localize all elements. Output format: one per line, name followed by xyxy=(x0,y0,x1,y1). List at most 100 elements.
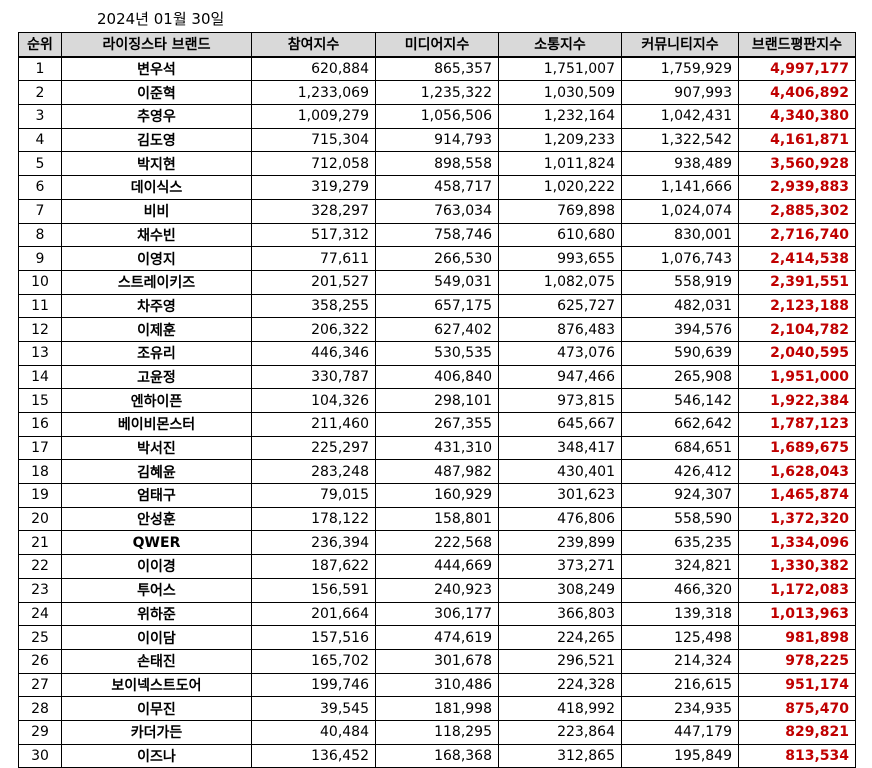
cell-media-index: 865,357 xyxy=(375,56,499,82)
cell-brand: 카더가든 xyxy=(61,719,252,745)
cell-community-index: 466,320 xyxy=(621,577,739,603)
cell-community-index: 216,615 xyxy=(621,672,739,698)
cell-participation-index: 187,622 xyxy=(251,554,376,579)
cell-media-index: 487,982 xyxy=(375,459,499,485)
cell-rank: 13 xyxy=(18,340,62,366)
cell-brand-reputation-index: 3,560,928 xyxy=(738,151,856,177)
cell-communication-index: 223,864 xyxy=(498,719,622,745)
cell-communication-index: 1,751,007 xyxy=(498,56,622,82)
cell-media-index: 160,929 xyxy=(375,483,499,508)
table-row: 25 이이담 157,516 474,619 224,265 125,498 981,898 xyxy=(18,625,856,650)
cell-brand: 스트레이키즈 xyxy=(61,269,252,295)
cell-brand: 엔하이픈 xyxy=(61,388,252,413)
table-row: 30 이즈나 136,452 168,368 312,865 195,849 813,534 xyxy=(18,743,856,768)
table-row: 27 보이넥스트도어 199,746 310,486 224,328 216,615 951… xyxy=(18,672,856,698)
table-row: 20 안성훈 178,122 158,801 476,806 558,590 1,372,3… xyxy=(18,506,856,532)
cell-media-index: 222,568 xyxy=(375,530,499,556)
cell-brand: QWER xyxy=(61,530,252,556)
cell-rank: 10 xyxy=(18,269,62,295)
table-row: 3 추영우 1,009,279 1,056,506 1,232,164 1,042,431… xyxy=(18,104,856,129)
cell-brand-reputation-index: 1,689,675 xyxy=(738,435,856,461)
cell-participation-index: 40,484 xyxy=(251,719,376,745)
cell-community-index: 1,322,542 xyxy=(621,127,739,153)
cell-community-index: 924,307 xyxy=(621,483,739,508)
cell-community-index: 426,412 xyxy=(621,459,739,485)
cell-participation-index: 178,122 xyxy=(251,506,376,532)
cell-communication-index: 308,249 xyxy=(498,577,622,603)
cell-communication-index: 224,328 xyxy=(498,672,622,698)
cell-participation-index: 446,346 xyxy=(251,340,376,366)
cell-brand: 고윤정 xyxy=(61,364,252,390)
cell-community-index: 265,908 xyxy=(621,364,739,390)
cell-participation-index: 206,322 xyxy=(251,317,376,342)
cell-rank: 11 xyxy=(18,293,62,319)
table-row: 18 김혜윤 283,248 487,982 430,401 426,412 1,628,0… xyxy=(18,459,856,485)
cell-brand-reputation-index: 1,372,320 xyxy=(738,506,856,532)
cell-brand-reputation-index: 2,885,302 xyxy=(738,198,856,224)
table-row: 1 변우석 620,884 865,357 1,751,007 1,759,929 4,99… xyxy=(18,56,856,82)
table-row: 17 박서진 225,297 431,310 348,417 684,651 1,689,6… xyxy=(18,435,856,461)
cell-rank: 20 xyxy=(18,506,62,532)
cell-media-index: 301,678 xyxy=(375,648,499,674)
cell-participation-index: 1,233,069 xyxy=(251,80,376,106)
cell-brand-reputation-index: 4,161,871 xyxy=(738,127,856,153)
cell-media-index: 158,801 xyxy=(375,506,499,532)
cell-media-index: 168,368 xyxy=(375,743,499,768)
table-row: 16 베이비몬스터 211,460 267,355 645,667 662,642 1,78… xyxy=(18,412,856,437)
table-row: 26 손태진 165,702 301,678 296,521 214,324 978,225 xyxy=(18,648,856,674)
cell-community-index: 590,639 xyxy=(621,340,739,366)
cell-participation-index: 330,787 xyxy=(251,364,376,390)
cell-media-index: 657,175 xyxy=(375,293,499,319)
cell-community-index: 907,993 xyxy=(621,80,739,106)
cell-communication-index: 348,417 xyxy=(498,435,622,461)
cell-rank: 28 xyxy=(18,696,62,721)
cell-brand-reputation-index: 2,391,551 xyxy=(738,269,856,295)
cell-media-index: 758,746 xyxy=(375,222,499,248)
header-community-index: 커뮤니티지수 xyxy=(621,31,739,58)
cell-community-index: 234,935 xyxy=(621,696,739,721)
table-row: 5 박지현 712,058 898,558 1,011,824 938,489 3,560,… xyxy=(18,151,856,177)
cell-rank: 25 xyxy=(18,625,62,650)
cell-brand: 이즈나 xyxy=(61,743,252,768)
cell-brand-reputation-index: 981,898 xyxy=(738,625,856,650)
cell-brand: 변우석 xyxy=(61,56,252,82)
cell-brand: 조유리 xyxy=(61,340,252,366)
header-row: 순위 라이징스타 브랜드 참여지수 미디어지수 소통지수 커뮤니티지수 브랜드평… xyxy=(18,31,856,58)
cell-brand-reputation-index: 2,716,740 xyxy=(738,222,856,248)
table-row: 8 채수빈 517,312 758,746 610,680 830,001 2,716,74… xyxy=(18,222,856,248)
cell-communication-index: 947,466 xyxy=(498,364,622,390)
cell-participation-index: 39,545 xyxy=(251,696,376,721)
cell-communication-index: 373,271 xyxy=(498,554,622,579)
cell-rank: 7 xyxy=(18,198,62,224)
table-row: 12 이제훈 206,322 627,402 876,483 394,576 2,104,7… xyxy=(18,317,856,342)
cell-community-index: 830,001 xyxy=(621,222,739,248)
cell-brand: 데이식스 xyxy=(61,175,252,200)
cell-brand: 이무진 xyxy=(61,696,252,721)
table-row: 19 엄태구 79,015 160,929 301,623 924,307 1,465,87… xyxy=(18,483,856,508)
cell-communication-index: 301,623 xyxy=(498,483,622,508)
cell-brand: 안성훈 xyxy=(61,506,252,532)
table-row: 23 투어스 156,591 240,923 308,249 466,320 1,172,0… xyxy=(18,577,856,603)
cell-brand-reputation-index: 2,104,782 xyxy=(738,317,856,342)
cell-brand: 비비 xyxy=(61,198,252,224)
cell-participation-index: 319,279 xyxy=(251,175,376,200)
cell-community-index: 1,759,929 xyxy=(621,56,739,82)
cell-participation-index: 165,702 xyxy=(251,648,376,674)
cell-community-index: 394,576 xyxy=(621,317,739,342)
cell-rank: 23 xyxy=(18,577,62,603)
cell-communication-index: 312,865 xyxy=(498,743,622,768)
cell-rank: 12 xyxy=(18,317,62,342)
header-brand: 라이징스타 브랜드 xyxy=(61,31,252,58)
cell-media-index: 458,717 xyxy=(375,175,499,200)
cell-community-index: 214,324 xyxy=(621,648,739,674)
cell-community-index: 1,024,074 xyxy=(621,198,739,224)
cell-brand-reputation-index: 1,172,083 xyxy=(738,577,856,603)
table-row: 11 차주영 358,255 657,175 625,727 482,031 2,123,1… xyxy=(18,293,856,319)
cell-communication-index: 1,020,222 xyxy=(498,175,622,200)
cell-communication-index: 430,401 xyxy=(498,459,622,485)
cell-communication-index: 645,667 xyxy=(498,412,622,437)
header-brand-reputation-index: 브랜드평판지수 xyxy=(738,31,856,58)
cell-rank: 8 xyxy=(18,222,62,248)
cell-participation-index: 225,297 xyxy=(251,435,376,461)
table-row: 22 이이경 187,622 444,669 373,271 324,821 1,330,3… xyxy=(18,554,856,579)
